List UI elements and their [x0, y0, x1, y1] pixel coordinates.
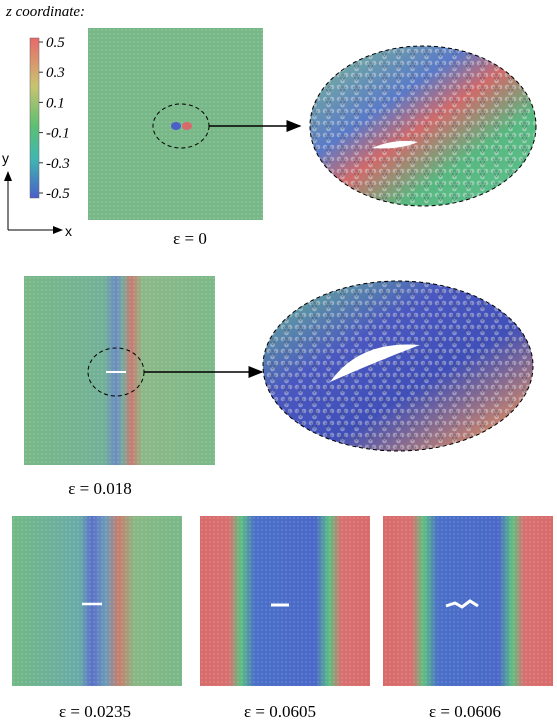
x-axis-label: x [65, 223, 72, 239]
y-axis-label: y [2, 150, 9, 166]
panel: ε = 0 [88, 28, 537, 248]
colorbar-title: z coordinate: [5, 4, 85, 20]
colorbar-tick-label: -0.1 [46, 126, 70, 142]
colorbar-tick-label: -0.3 [46, 156, 70, 172]
panel-caption: ε = 0.0235 [59, 702, 131, 721]
colorbar-tick-label: 0.1 [46, 95, 65, 111]
colorbar-tick-label: 0.5 [46, 35, 65, 51]
panel-caption: ε = 0.018 [68, 479, 131, 498]
panel-caption: ε = 0.0605 [244, 702, 316, 721]
panel-caption: ε = 0.0606 [429, 702, 501, 721]
colorbar-tick-label: 0.3 [46, 65, 65, 81]
panel: ε = 0.018 [24, 276, 534, 498]
colorbar-tick-label: -0.5 [46, 186, 70, 202]
panel: ε = 0.0235 [12, 516, 182, 721]
panel: ε = 0.0606 [383, 516, 553, 721]
panel-caption: ε = 0 [173, 229, 207, 248]
panel: ε = 0.0605 [200, 516, 370, 721]
colorbar [29, 37, 40, 199]
